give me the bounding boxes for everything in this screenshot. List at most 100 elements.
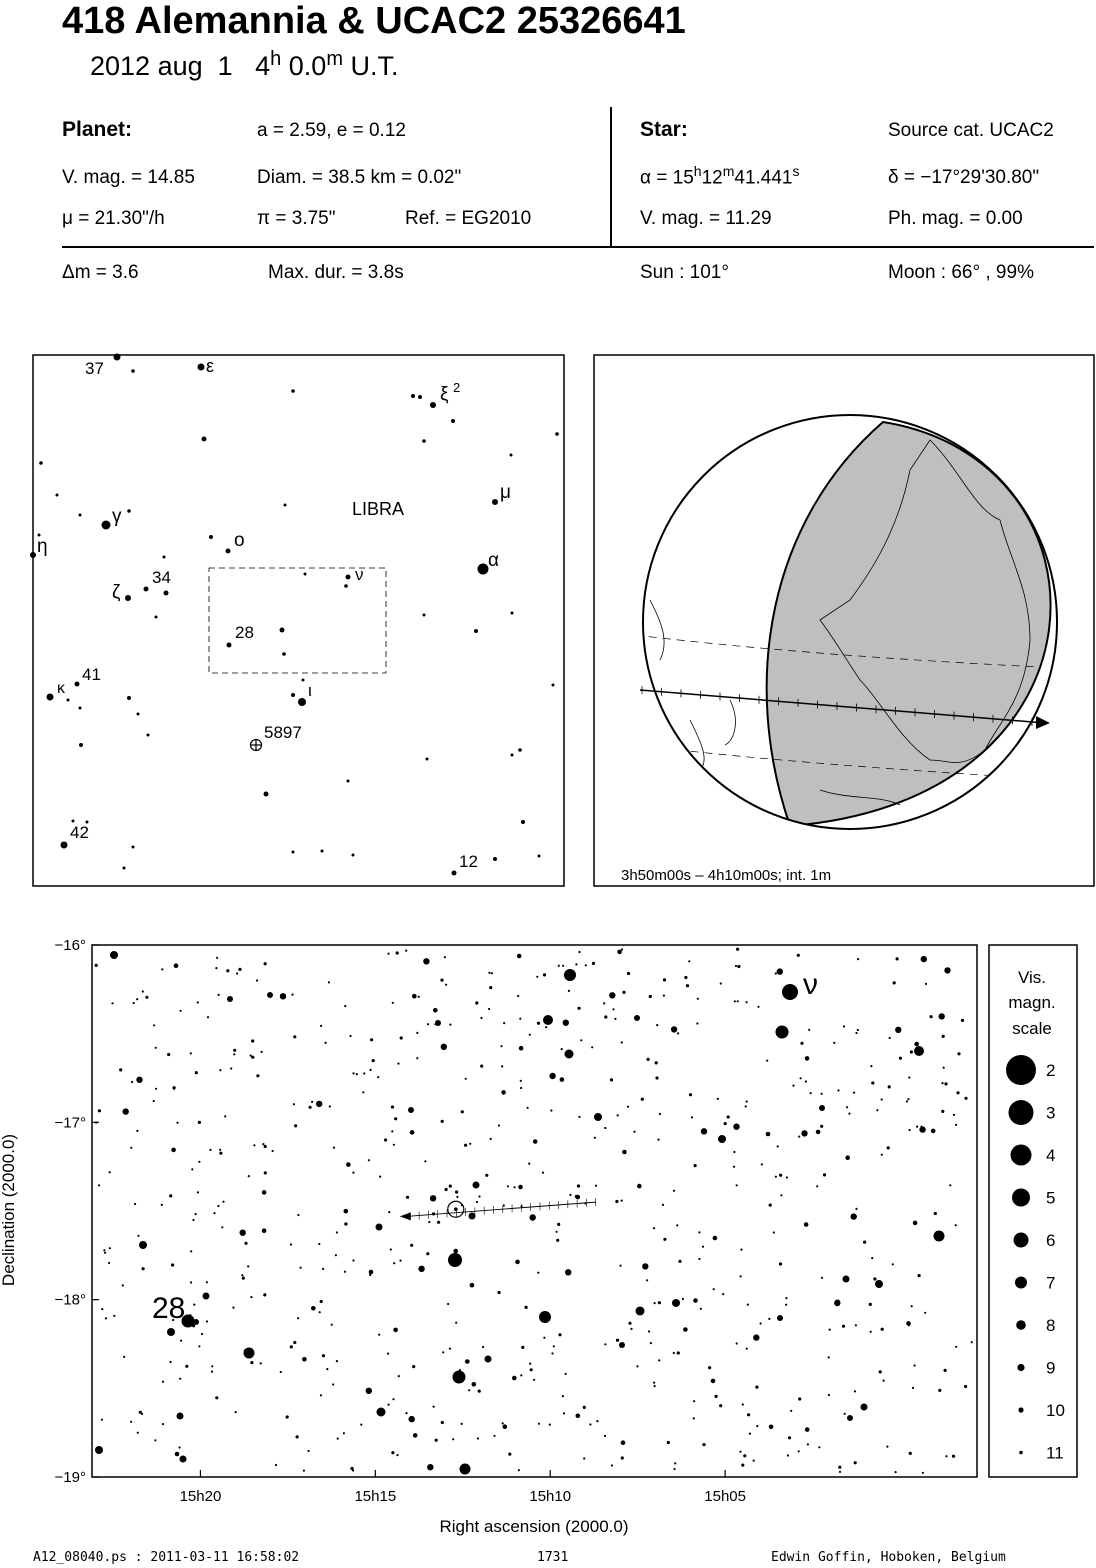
field-star xyxy=(909,1050,914,1054)
finder-star-54 xyxy=(263,791,269,797)
field-star xyxy=(740,1248,743,1251)
field-star xyxy=(408,1415,415,1423)
field-star xyxy=(841,1324,846,1328)
field-star xyxy=(412,993,417,999)
field-star xyxy=(508,1452,512,1456)
field-star xyxy=(548,1423,551,1426)
field-star xyxy=(388,1211,391,1214)
field-star xyxy=(766,1059,769,1062)
field-star xyxy=(850,1213,857,1220)
field-star xyxy=(445,983,448,986)
field-star xyxy=(719,1404,723,1408)
field-star xyxy=(363,1072,366,1075)
field-star xyxy=(529,1362,532,1365)
field-star xyxy=(857,958,860,961)
magnitude-legend-frame xyxy=(988,944,1078,1478)
finder-star-4 xyxy=(411,394,415,398)
star-label-nu: ν xyxy=(803,968,818,1001)
legend-label-mag-3: 3 xyxy=(1046,1104,1055,1123)
finder-star-53 xyxy=(346,779,350,783)
field-star xyxy=(941,1034,945,1038)
legend-dot-mag-5 xyxy=(1012,1188,1030,1207)
field-star xyxy=(898,1056,903,1060)
field-star xyxy=(693,1298,698,1303)
legend-dot-mag-9 xyxy=(1017,1363,1025,1372)
field-star xyxy=(562,1412,566,1415)
field-star xyxy=(609,1078,614,1082)
field-star xyxy=(622,990,626,994)
field-star xyxy=(384,1138,388,1142)
field-star xyxy=(913,1364,916,1367)
finder-star-57 xyxy=(85,820,89,824)
field-star xyxy=(726,1115,730,1119)
field-star xyxy=(752,1459,755,1462)
field-star xyxy=(719,982,722,985)
field-star xyxy=(744,1105,747,1108)
field-star xyxy=(297,1317,300,1320)
label-zeta: ζ xyxy=(112,582,121,603)
finder-star-18 xyxy=(283,503,287,507)
field-star xyxy=(515,1259,520,1265)
field-star xyxy=(574,1194,579,1199)
field-star xyxy=(370,1038,374,1042)
bright-star-9 xyxy=(243,1347,255,1359)
field-star xyxy=(311,1306,316,1311)
field-star xyxy=(924,982,928,985)
field-star xyxy=(951,1454,956,1458)
field-star xyxy=(690,1116,694,1119)
field-star xyxy=(378,1333,381,1336)
field-star xyxy=(130,1146,133,1149)
field-star xyxy=(924,1311,927,1314)
field-star xyxy=(562,964,565,967)
star-source: Source cat. UCAC2 xyxy=(888,120,1054,141)
field-star xyxy=(519,1079,522,1082)
finder-star-14 xyxy=(101,520,111,530)
bright-star-6 xyxy=(448,1253,462,1267)
label-kappa: κ xyxy=(57,680,66,697)
field-star xyxy=(657,1138,660,1141)
bright-star-18 xyxy=(718,1135,726,1143)
field-star xyxy=(460,1110,464,1114)
field-star xyxy=(174,1451,180,1457)
field-star xyxy=(350,1466,354,1471)
field-star xyxy=(253,1144,256,1147)
field-star xyxy=(583,1457,586,1460)
field-star xyxy=(417,995,420,998)
field-star xyxy=(316,1100,323,1108)
y-tick-label-3: −19° xyxy=(55,1469,86,1486)
field-star xyxy=(869,1330,872,1333)
field-star xyxy=(699,1307,703,1310)
field-star xyxy=(895,1026,902,1033)
field-star xyxy=(633,1130,636,1133)
field-star xyxy=(917,1274,921,1278)
field-star xyxy=(247,1175,250,1178)
field-star xyxy=(920,955,927,963)
detail-axes: 15h20 15h15 15h10 15h05 −16° −17° −18° −19° xyxy=(55,937,746,1505)
field-star xyxy=(332,1383,335,1386)
field-star xyxy=(676,1351,680,1355)
field-star xyxy=(543,1336,546,1339)
field-star xyxy=(136,998,139,1001)
field-star xyxy=(954,1224,957,1227)
field-star xyxy=(710,1378,716,1384)
field-star xyxy=(410,1243,414,1247)
field-star xyxy=(387,952,390,955)
field-star xyxy=(412,1433,418,1438)
field-star xyxy=(198,1345,201,1348)
finder-star-63 xyxy=(122,866,126,870)
field-star xyxy=(672,1351,675,1355)
field-star xyxy=(465,1359,470,1364)
field-star xyxy=(628,1321,632,1325)
field-star xyxy=(519,1017,522,1020)
target-star xyxy=(453,1207,458,1212)
field-star xyxy=(497,1124,500,1127)
field-star xyxy=(453,1248,459,1254)
field-star xyxy=(545,1026,548,1029)
field-star xyxy=(816,1185,819,1188)
field-star xyxy=(569,1193,572,1196)
field-star xyxy=(617,949,622,955)
field-star xyxy=(768,1317,771,1320)
field-star xyxy=(405,1412,408,1415)
field-star xyxy=(352,1171,355,1174)
footer-author: Edwin Goffin, Hoboken, Belgium xyxy=(771,1550,1006,1565)
